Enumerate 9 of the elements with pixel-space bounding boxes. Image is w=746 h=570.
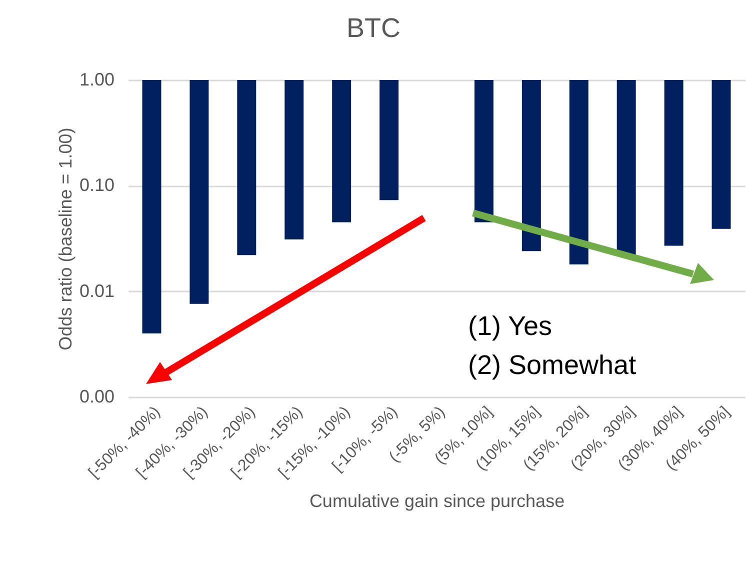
chart-title: BTC [346, 13, 400, 43]
y-tick-label: 0.00 [79, 386, 114, 406]
y-tick-label: 1.00 [79, 70, 114, 90]
annotation: (2) Somewhat [468, 350, 637, 380]
y-tick-label: 0.01 [79, 280, 114, 301]
y-tick-label: 0.10 [79, 175, 114, 196]
x-axis-title: Cumulative gain since purchase [309, 490, 565, 511]
annotation: (1) Yes [468, 311, 552, 341]
y-axis-title: Odds ratio (baseline = 1.00) [55, 128, 76, 350]
